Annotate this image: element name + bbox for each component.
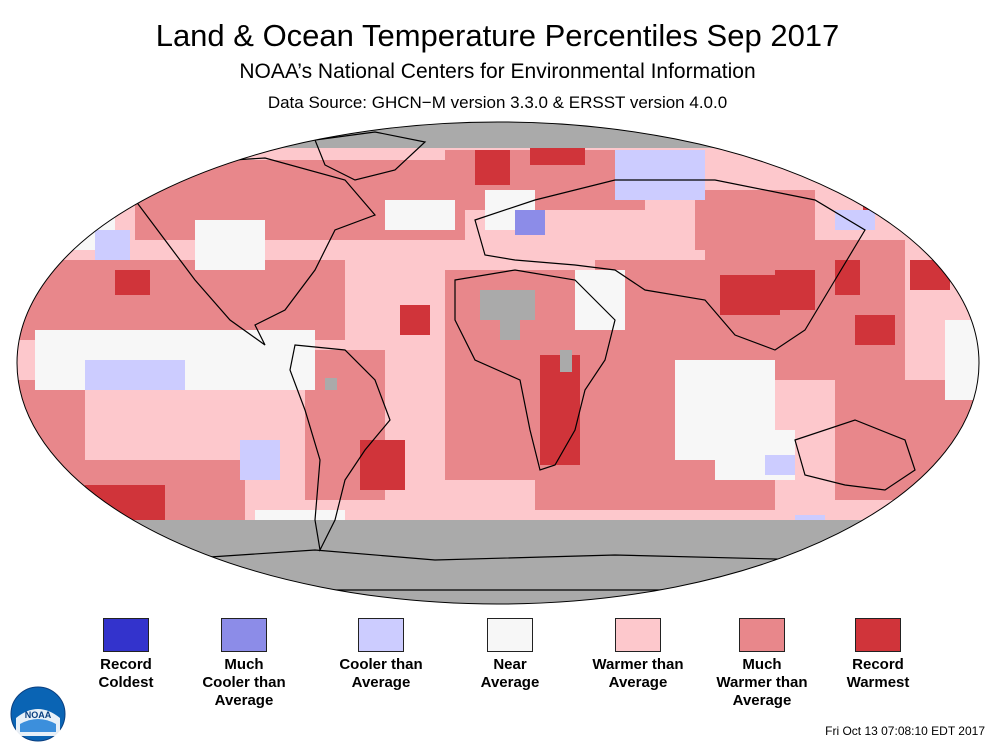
legend-label: Near Average xyxy=(480,656,540,691)
legend-label: Much Warmer than Average xyxy=(716,656,808,709)
legend-swatch xyxy=(487,618,533,652)
globe-outline xyxy=(16,121,980,605)
noaa-logo-text: NOAA xyxy=(25,710,52,720)
timestamp: Fri Oct 13 07:08:10 EDT 2017 xyxy=(825,724,985,738)
legend-label: Warmer than Average xyxy=(592,656,684,691)
map-title: Land & Ocean Temperature Percentiles Sep… xyxy=(155,18,840,53)
legend-much-cooler: Much Cooler than Average xyxy=(184,618,304,710)
data-source: Data Source: GHCN−M version 3.3.0 & ERSS… xyxy=(267,93,728,112)
legend-label: Record Coldest xyxy=(98,656,154,691)
legend-record-warmest: Record Warmest xyxy=(818,618,938,692)
legend-label: Record Warmest xyxy=(846,656,910,691)
legend-warmer: Warmer than Average xyxy=(578,618,698,692)
legend-cooler: Cooler than Average xyxy=(321,618,441,692)
legend-record-coldest: Record Coldest xyxy=(66,618,186,692)
legend-swatch xyxy=(855,618,901,652)
legend-swatch xyxy=(221,618,267,652)
noaa-logo: NOAA xyxy=(10,686,66,742)
continent-outlines xyxy=(134,131,916,591)
legend-label: Much Cooler than Average xyxy=(202,656,286,709)
legend-swatch xyxy=(103,618,149,652)
legend-swatch xyxy=(358,618,404,652)
legend-swatch xyxy=(615,618,661,652)
legend-swatch xyxy=(739,618,785,652)
map-subtitle: NOAA’s National Centers for Environmenta… xyxy=(239,60,756,83)
world-percentile-map xyxy=(16,121,980,605)
legend-near-average: Near Average xyxy=(450,618,570,692)
much-warmer-regions xyxy=(17,150,975,520)
legend-label: Cooler than Average xyxy=(339,656,423,691)
legend-much-warmer: Much Warmer than Average xyxy=(702,618,822,710)
